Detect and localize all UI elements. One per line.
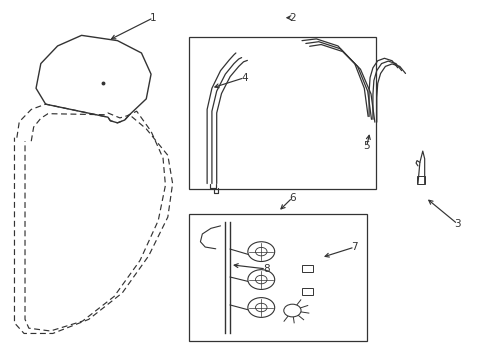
- Text: 7: 7: [351, 242, 357, 252]
- Text: 8: 8: [262, 264, 269, 274]
- Circle shape: [283, 304, 301, 317]
- Circle shape: [247, 270, 274, 289]
- Circle shape: [255, 247, 266, 256]
- Circle shape: [255, 303, 266, 312]
- Circle shape: [247, 242, 274, 261]
- Bar: [189, 37, 376, 189]
- Circle shape: [255, 275, 266, 284]
- Text: 3: 3: [453, 219, 460, 229]
- Text: 1: 1: [150, 13, 157, 23]
- Text: 2: 2: [288, 13, 295, 23]
- Bar: [416, 176, 424, 184]
- Bar: [189, 213, 366, 341]
- Circle shape: [247, 298, 274, 318]
- Text: 6: 6: [288, 193, 295, 203]
- Bar: [302, 265, 312, 272]
- Text: 4: 4: [241, 73, 247, 83]
- Bar: [302, 288, 312, 294]
- Text: 5: 5: [363, 141, 369, 152]
